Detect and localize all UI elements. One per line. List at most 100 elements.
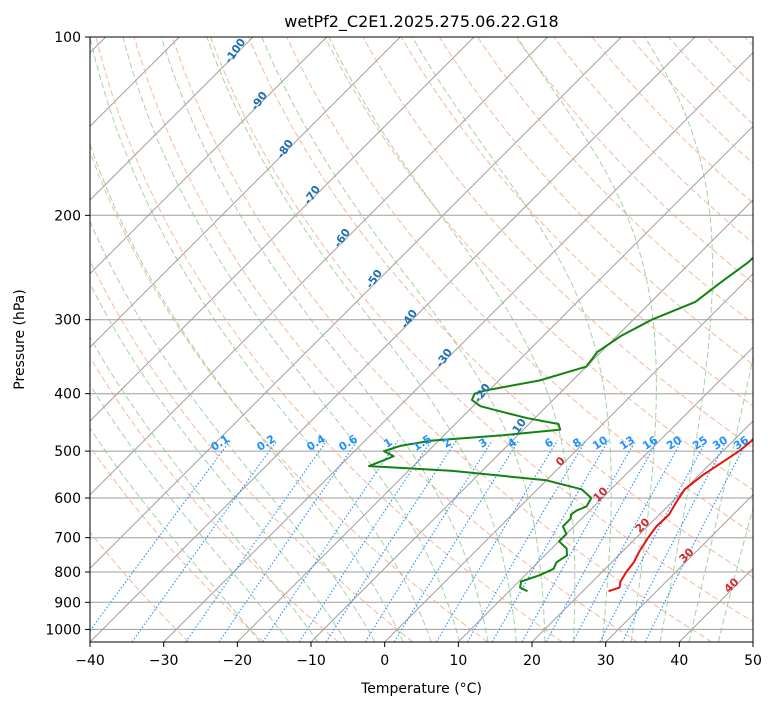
- dry-adiabat-line: [95, 37, 563, 642]
- mixing-ratio-line: [491, 440, 609, 642]
- isotherm-line: [310, 199, 753, 642]
- profile-layer: [368, 256, 753, 593]
- moist-adiabat-line: [688, 355, 753, 642]
- y-tick-label: 700: [54, 531, 81, 547]
- mixing-ratio-line: [393, 440, 520, 642]
- mixing-ratio-label: 0.2: [254, 432, 277, 454]
- moist-adiabat-line: [90, 37, 432, 642]
- isotherm-line: [90, 37, 254, 201]
- dry-adiabat-label: -30: [433, 346, 455, 370]
- dry-adiabat-line: [133, 37, 638, 642]
- moist-adiabat-label: 30: [677, 545, 697, 565]
- x-tick-label: 30: [597, 653, 615, 669]
- moist-adiabat-label: 10: [591, 484, 611, 504]
- mixing-ratio-label: 36: [731, 433, 751, 452]
- x-axis-ticks: −40 −30 −20 −10 0 10 20 30 40 50: [75, 642, 762, 669]
- mixing-ratio-line: [131, 440, 278, 642]
- isotherm-line: [163, 51, 753, 642]
- mixing-ratio-label: 6: [542, 435, 556, 450]
- mixing-ratio-label: 3: [476, 436, 490, 451]
- isotherm-line: [531, 420, 753, 642]
- dry-adiabat-line: [90, 531, 190, 642]
- x-tick-label: 40: [670, 653, 688, 669]
- moist-adiabat-line: [206, 37, 517, 642]
- dry-adiabat-line: [286, 37, 753, 534]
- mixing-ratio-label: 20: [664, 433, 684, 452]
- mixing-ratio-label: 0.4: [304, 432, 328, 454]
- mixing-ratio-line: [218, 440, 358, 642]
- isotherm-line: [90, 37, 622, 570]
- y-tick-label: 1000: [45, 622, 81, 638]
- mixing-ratio-line: [364, 440, 493, 642]
- moist-adiabat-line: [160, 37, 489, 642]
- mixing-ratio-line: [90, 440, 231, 632]
- moist-adiabat-line: [90, 336, 319, 642]
- x-tick-label: 0: [380, 653, 389, 669]
- mixing-ratio-label: 1.5: [410, 432, 433, 454]
- isotherm-line: [605, 493, 753, 642]
- isotherm-line: [752, 641, 753, 642]
- dry-adiabat-label: -80: [274, 137, 296, 161]
- dry-adiabat-label: -90: [248, 89, 270, 113]
- x-tick-label: −40: [75, 653, 105, 669]
- x-tick-label: −20: [223, 653, 253, 669]
- y-tick-label: 500: [54, 444, 81, 460]
- isotherm-line: [90, 37, 475, 422]
- y-tick-label: 100: [54, 30, 81, 46]
- mixing-ratio-line: [435, 440, 558, 642]
- y-tick-label: 300: [54, 313, 81, 329]
- chart-title: wetPf2_C2E1.2025.275.06.22.G18: [284, 12, 558, 32]
- x-tick-label: 50: [744, 653, 762, 669]
- dry-adiabat-line: [400, 37, 753, 407]
- isotherm-line: [384, 272, 753, 642]
- dry-adiabat-line: [210, 37, 753, 623]
- moist-adiabat-line: [90, 142, 404, 642]
- mixing-ratio-line: [325, 440, 457, 642]
- moist-adiabat-line: [90, 427, 261, 642]
- dry-adiabat-line: [744, 37, 753, 47]
- moist-adiabat-label: 40: [722, 575, 742, 595]
- dry-adiabat-line: [171, 37, 712, 642]
- x-tick-label: 20: [523, 653, 541, 669]
- moist-adiabat-line: [644, 37, 713, 642]
- dry-adiabat-label: -100: [222, 36, 249, 66]
- dry-adiabat-label: -40: [398, 307, 420, 331]
- dry-adiabat-line: [515, 37, 753, 284]
- mixing-ratio-label: 0.1: [208, 432, 231, 454]
- isotherm-line: [90, 37, 401, 349]
- mixing-ratio-label: 2: [440, 436, 454, 451]
- dry-adiabat-label: -50: [363, 267, 385, 291]
- isotherm-line: [90, 37, 696, 642]
- dry-adiabat-line: [477, 37, 753, 325]
- dry-adiabat-line: [438, 37, 753, 366]
- isotherm-line: [678, 567, 753, 642]
- moist-adiabat-line: [122, 37, 461, 642]
- y-tick-label: 900: [54, 595, 81, 611]
- y-tick-label: 600: [54, 491, 81, 507]
- dry-adiabat-label: -60: [331, 226, 353, 250]
- mixing-ratio-line: [262, 440, 399, 642]
- dry-adiabat-line: [706, 37, 753, 86]
- grid-layer: [90, 37, 753, 642]
- moist-adiabat-line: [90, 383, 290, 642]
- mixing-ratio-line: [298, 440, 432, 642]
- isotherm-line: [90, 37, 549, 496]
- moist-adiabat-line: [717, 506, 753, 642]
- dry-adiabat-line: [90, 356, 339, 642]
- y-tick-label: 800: [54, 565, 81, 581]
- moist-adiabat-line: [90, 282, 347, 642]
- mixing-ratio-label: 25: [690, 433, 710, 452]
- moist-adiabat-line: [90, 220, 376, 642]
- mixing-ratio-label: 10: [590, 433, 610, 452]
- mixing-ratio-line: [185, 440, 328, 642]
- x-tick-label: −30: [149, 653, 179, 669]
- y-tick-label: 400: [54, 387, 81, 403]
- y-axis-title: Pressure (hPa): [12, 289, 28, 389]
- moist-adiabat-line: [261, 37, 546, 642]
- x-axis-title: Temperature (°C): [360, 681, 482, 697]
- moist-adiabat-label: 20: [633, 515, 653, 535]
- isotherm-line: [236, 125, 753, 642]
- mixing-ratio-line: [467, 440, 587, 642]
- dry-adiabat-line: [248, 37, 753, 578]
